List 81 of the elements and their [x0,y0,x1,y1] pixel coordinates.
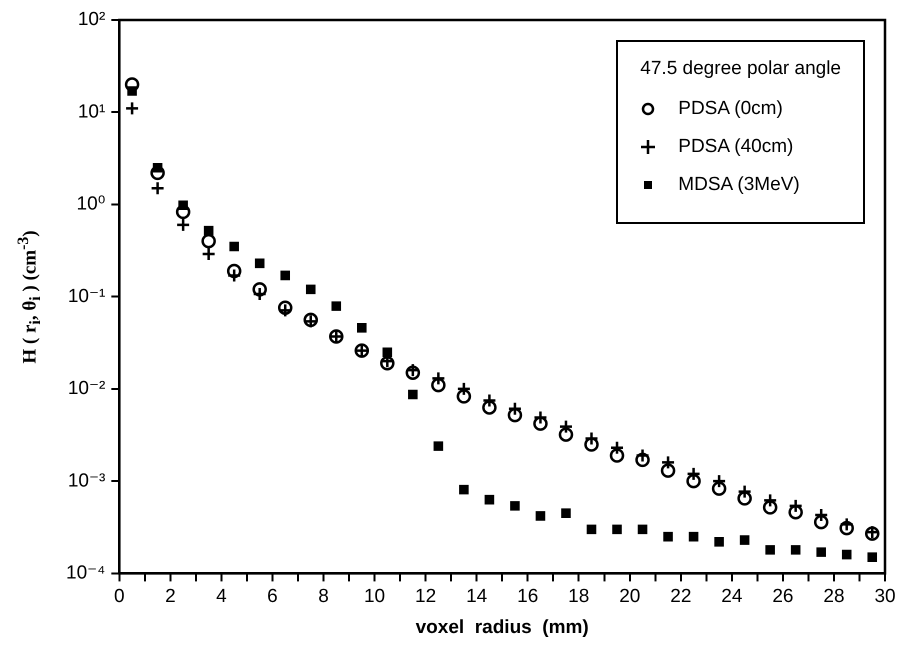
point [561,508,571,518]
x-tick-label: 18 [568,586,590,608]
x-tick-label: 30 [874,586,896,608]
point [663,532,673,542]
x-tick-label: 20 [619,586,640,608]
point [456,389,472,404]
point [482,400,497,415]
point [408,390,418,400]
point [431,378,446,392]
legend-label: MDSA (3MeV) [678,174,800,196]
y-tick-label: 10⁻⁴ [66,562,106,584]
y-tick-label: 10⁻² [68,378,106,400]
point [740,535,750,545]
point [331,301,342,311]
x-tick-label: 16 [517,586,538,608]
x-tick-label: 0 [114,586,125,608]
x-tick-label: 10 [364,586,386,608]
point [788,505,803,520]
point [150,166,165,180]
point [226,264,242,278]
point [867,552,878,562]
x-tick-label: 12 [415,586,436,608]
x-tick-label: 28 [823,586,845,608]
point [254,258,264,268]
point [816,547,826,557]
point [584,437,599,452]
x-tick-label: 14 [466,586,488,608]
point [510,501,520,511]
point [176,218,190,232]
point [686,474,701,488]
x-tick-label: 6 [267,586,278,608]
point [536,511,546,521]
point [201,246,216,262]
point [610,448,624,463]
point [558,427,574,442]
y-tick-label: 10² [78,9,106,30]
x-tick-label: 4 [216,586,228,608]
point [635,452,650,468]
point [150,180,165,196]
point [814,514,828,530]
point [737,491,752,506]
x-tick-label: 24 [721,586,743,608]
point [839,520,854,536]
point [280,270,290,280]
y-tick-label: 10⁰ [76,194,106,215]
point [842,550,852,560]
point [484,494,494,504]
point [612,524,622,534]
y-tick-label: 10⁻³ [68,470,106,492]
point [790,545,800,555]
x-tick-label: 2 [165,586,176,608]
point [660,463,676,478]
point [586,524,596,534]
point [176,204,190,220]
point [459,484,469,494]
point [278,300,292,315]
point [306,284,316,294]
x-axis-title: voxel radius (mm) [416,616,589,638]
point [714,537,724,547]
point [638,524,648,534]
y-tick-label: 10⁻¹ [68,286,106,307]
point [124,77,140,92]
x-tick-label: 26 [772,586,794,608]
x-tick-label: 22 [670,586,692,608]
legend-label: PDSA (0cm) [678,98,783,120]
legend-label: PDSA (40cm) [678,136,794,158]
point [124,101,140,116]
point [229,242,239,252]
point [382,347,392,358]
point [765,545,775,555]
point [688,532,698,542]
point [434,441,444,451]
point [712,481,726,496]
point [357,323,367,333]
x-tick-label: 8 [318,586,329,608]
point [204,226,214,236]
point [762,500,778,515]
point [252,282,267,297]
legend-title: 47.5 degree polar angle [640,58,841,80]
y-tick-label: 10¹ [78,101,106,122]
point [201,234,216,248]
